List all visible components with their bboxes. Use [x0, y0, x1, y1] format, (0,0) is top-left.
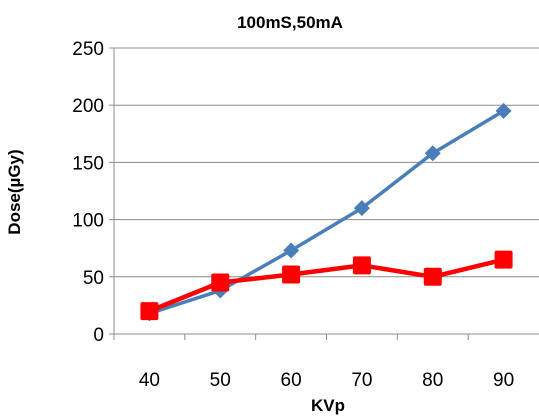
x-tick-label: 60: [281, 370, 302, 391]
data-point: [423, 267, 442, 286]
series-group: [140, 102, 513, 322]
y-tick-label: 100: [72, 211, 104, 232]
data-point: [140, 302, 159, 321]
x-tick-label: 50: [210, 370, 231, 391]
x-tick-labels: 40 50 60 70 80 90: [139, 370, 514, 391]
y-tick-label: 150: [72, 153, 104, 174]
y-tick-label: 0: [93, 325, 104, 346]
series-line: [148, 109, 505, 316]
data-point: [282, 265, 301, 284]
data-point: [494, 250, 513, 269]
series-2: [140, 250, 513, 321]
data-point: [424, 145, 441, 162]
x-tick-label: 80: [422, 370, 443, 391]
x-tick-label: 90: [493, 370, 514, 391]
data-point: [352, 256, 371, 275]
data-point: [211, 273, 230, 292]
y-tick-label: 250: [72, 39, 104, 60]
data-point: [495, 102, 512, 119]
series-line: [148, 257, 505, 314]
data-point: [283, 242, 300, 259]
axes: [109, 47, 539, 340]
y-axis-label: Dose(µGy): [5, 149, 24, 234]
x-tick-label: 40: [139, 370, 160, 391]
chart-title: 100mS,50mA: [237, 13, 343, 32]
y-tick-label: 50: [83, 268, 104, 289]
y-tick-label: 200: [72, 96, 104, 117]
data-point: [353, 200, 370, 217]
y-tick-labels: 0 50 100 150 200 250: [72, 39, 104, 346]
series-1: [141, 102, 512, 322]
gridlines: [114, 47, 539, 278]
x-axis-label: KVp: [311, 396, 345, 415]
x-tick-label: 70: [351, 370, 372, 391]
